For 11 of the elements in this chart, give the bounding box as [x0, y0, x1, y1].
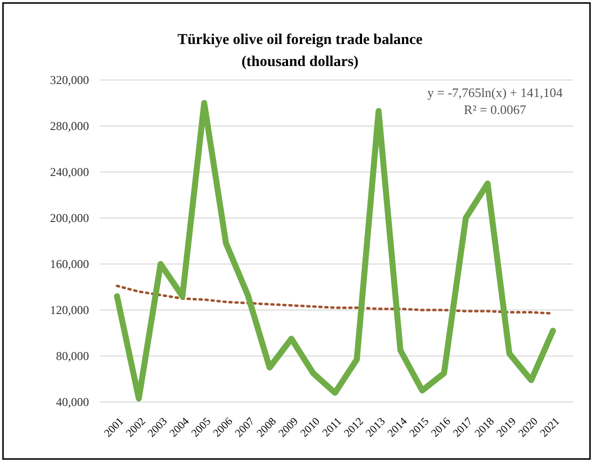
y-tick-label: 80,000 — [56, 348, 89, 363]
y-tick-label: 200,000 — [50, 210, 89, 225]
y-tick-label: 160,000 — [50, 256, 89, 271]
annotation: R² = 0.0067 — [464, 102, 527, 117]
chart-title: Türkiye olive oil foreign trade balance (thousand dollars) — [177, 32, 423, 70]
y-tick-label: 320,000 — [50, 72, 89, 87]
y-tick-label: 40,000 — [56, 394, 89, 409]
y-tick-label: 240,000 — [50, 164, 89, 179]
y-tick-label: 120,000 — [50, 302, 89, 317]
y-tick-label: 280,000 — [50, 118, 89, 133]
annotation: y = -7,765ln(x) + 141,104 — [427, 85, 564, 100]
